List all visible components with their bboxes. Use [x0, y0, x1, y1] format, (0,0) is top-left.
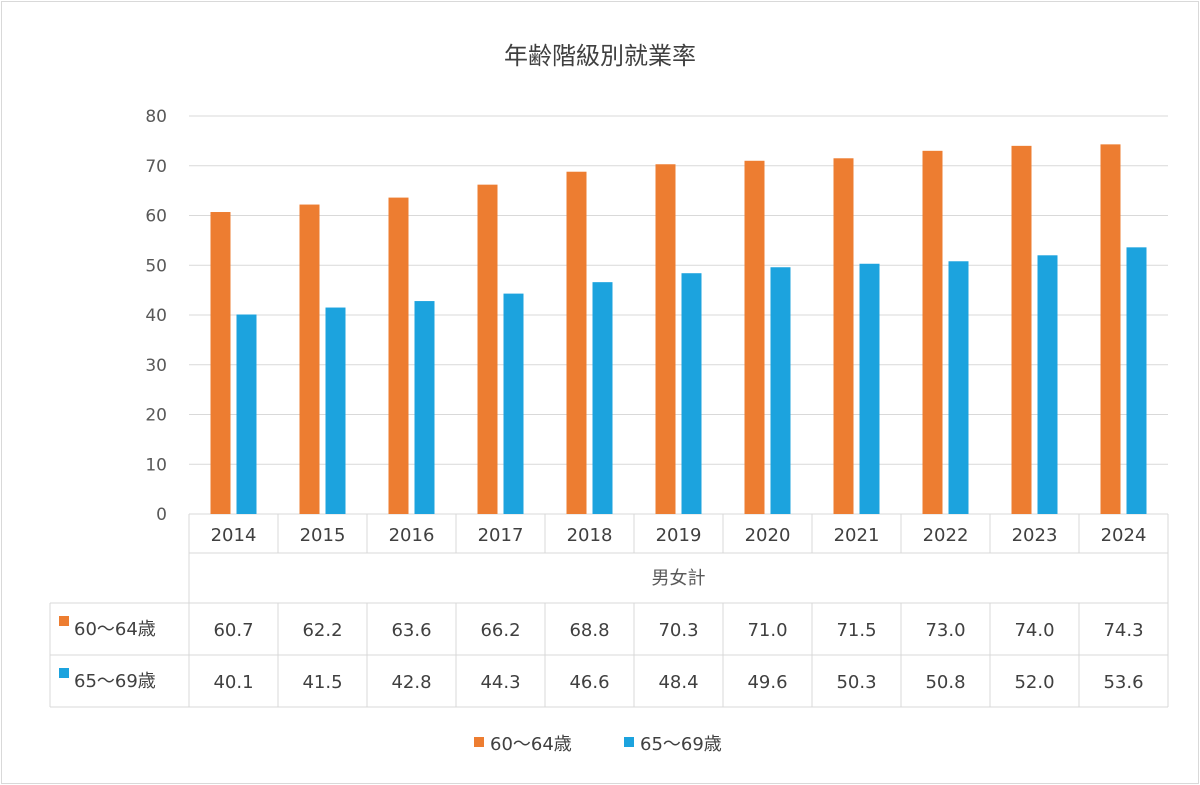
data-label: 66.2 — [480, 620, 520, 641]
bar — [236, 314, 257, 514]
bar — [503, 293, 524, 514]
chart-title: 年齢階級別就業率 — [504, 42, 696, 70]
x-tick-label: 2020 — [745, 525, 791, 546]
legend: 60～64歳 65～69歳 — [474, 734, 722, 755]
y-tick-label: 40 — [145, 306, 167, 326]
x-tick-label: 2024 — [1101, 525, 1147, 546]
x-tick-label: 2019 — [656, 525, 702, 546]
bar — [922, 150, 943, 514]
y-tick-label: 20 — [145, 406, 167, 426]
x-tick-label: 2017 — [478, 525, 524, 546]
legend-label: 65～69歳 — [640, 734, 722, 755]
table-series-label: 60～64歳 — [74, 619, 156, 640]
data-label: 71.0 — [747, 620, 787, 641]
data-label: 48.4 — [658, 672, 698, 693]
x-tick-label: 2016 — [389, 525, 435, 546]
bar — [477, 184, 498, 514]
bar — [1100, 144, 1121, 515]
bar — [566, 171, 587, 514]
bar — [859, 263, 880, 514]
bar — [681, 273, 702, 514]
data-label: 70.3 — [658, 620, 698, 641]
legend-label: 60～64歳 — [490, 734, 572, 755]
y-tick-label: 30 — [145, 356, 167, 376]
data-label: 50.3 — [836, 672, 876, 693]
data-label: 74.0 — [1014, 620, 1054, 641]
legend-marker — [624, 737, 634, 747]
bar — [1037, 255, 1058, 515]
x-tick-label: 2022 — [923, 525, 969, 546]
category-group-label: 男女計 — [652, 568, 706, 589]
y-tick-label: 50 — [145, 256, 167, 276]
data-label: 49.6 — [747, 672, 787, 693]
y-tick-label: 0 — [156, 505, 167, 525]
y-axis: 0 10 20 30 40 50 60 70 80 — [145, 107, 167, 525]
data-label: 40.1 — [213, 672, 253, 693]
bar — [655, 164, 676, 514]
data-label: 41.5 — [302, 672, 342, 693]
legend-marker — [474, 737, 484, 747]
table-series-label: 65～69歳 — [74, 671, 156, 692]
y-tick-label: 60 — [145, 207, 167, 227]
data-label: 52.0 — [1014, 672, 1054, 693]
data-label: 42.8 — [391, 672, 431, 693]
bar — [210, 212, 231, 514]
bar — [388, 197, 409, 514]
bar — [414, 301, 435, 514]
x-tick-label: 2018 — [567, 525, 613, 546]
bar — [1011, 145, 1032, 514]
data-table: 2014 2015 2016 2017 2018 2019 2020 2021 2022 2023… — [49, 514, 1169, 708]
bar — [299, 204, 320, 514]
bar — [833, 158, 854, 514]
bar — [1126, 247, 1147, 514]
gridlines — [189, 115, 1168, 515]
bars — [210, 144, 1147, 515]
bar — [744, 160, 765, 514]
data-label: 68.8 — [569, 620, 609, 641]
x-tick-label: 2015 — [300, 525, 346, 546]
data-label: 60.7 — [213, 620, 253, 641]
bar — [770, 267, 791, 514]
x-tick-label: 2023 — [1012, 525, 1058, 546]
data-label: 71.5 — [836, 620, 876, 641]
data-label: 74.3 — [1103, 620, 1143, 641]
data-label: 46.6 — [569, 672, 609, 693]
y-tick-label: 70 — [145, 157, 167, 177]
data-label: 73.0 — [925, 620, 965, 641]
bar — [948, 261, 969, 514]
y-tick-label: 10 — [145, 455, 167, 475]
x-tick-label: 2021 — [834, 525, 880, 546]
x-tick-label: 2014 — [211, 525, 257, 546]
data-label: 62.2 — [302, 620, 342, 641]
data-label: 50.8 — [925, 672, 965, 693]
table-series-marker — [59, 668, 69, 678]
bar — [325, 307, 346, 514]
table-series-marker — [59, 616, 69, 626]
bar — [592, 282, 613, 514]
y-tick-label: 80 — [145, 107, 167, 127]
data-label: 63.6 — [391, 620, 431, 641]
data-label: 53.6 — [1103, 672, 1143, 693]
data-label: 44.3 — [480, 672, 520, 693]
